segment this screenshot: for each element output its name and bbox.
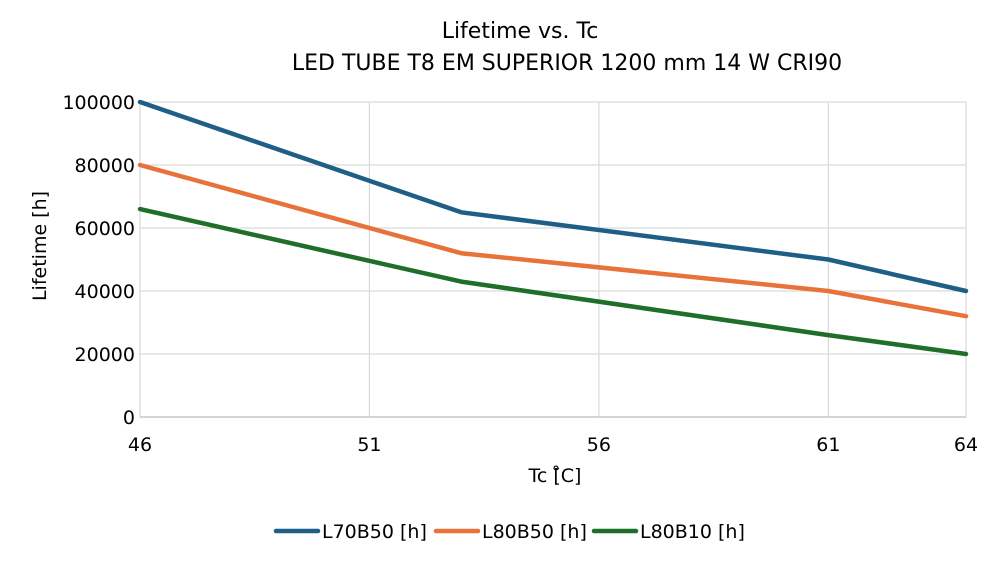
series-line-1 bbox=[137, 162, 969, 319]
x-tick-label: 51 bbox=[357, 434, 381, 456]
y-tick-label: 0 bbox=[123, 407, 135, 429]
legend-label: L70B50 [h] bbox=[322, 521, 427, 543]
series-line-0 bbox=[137, 99, 969, 294]
series-line-2 bbox=[137, 206, 969, 357]
chart-subtitle: LED TUBE T8 EM SUPERIOR 1200 mm 14 W CRI… bbox=[292, 51, 842, 76]
x-tick-label: 64 bbox=[954, 434, 978, 456]
tick-labels: 0 20000 40000 60000 80000 100000 46 51 56 61 64 bbox=[62, 92, 978, 456]
y-tick-label: 100000 bbox=[62, 92, 135, 114]
chart-title: Lifetime vs. Tc bbox=[442, 19, 599, 44]
x-axis-label: Tc [̊C] bbox=[528, 465, 582, 487]
legend-label: L80B10 [h] bbox=[640, 521, 745, 543]
x-tick-label: 46 bbox=[128, 434, 152, 456]
x-tick-label: 56 bbox=[587, 434, 611, 456]
y-tick-label: 60000 bbox=[75, 218, 135, 240]
y-tick-label: 80000 bbox=[75, 155, 135, 177]
y-tick-label: 20000 bbox=[75, 344, 135, 366]
grid bbox=[139, 101, 967, 418]
legend: L70B50 [h] L80B50 [h] L80B10 [h] bbox=[273, 521, 745, 543]
y-axis-label: Lifetime [h] bbox=[29, 191, 51, 301]
x-tick-label: 61 bbox=[816, 434, 840, 456]
y-tick-label: 40000 bbox=[75, 281, 135, 303]
legend-label: L80B50 [h] bbox=[482, 521, 587, 543]
series-lines bbox=[137, 99, 969, 357]
